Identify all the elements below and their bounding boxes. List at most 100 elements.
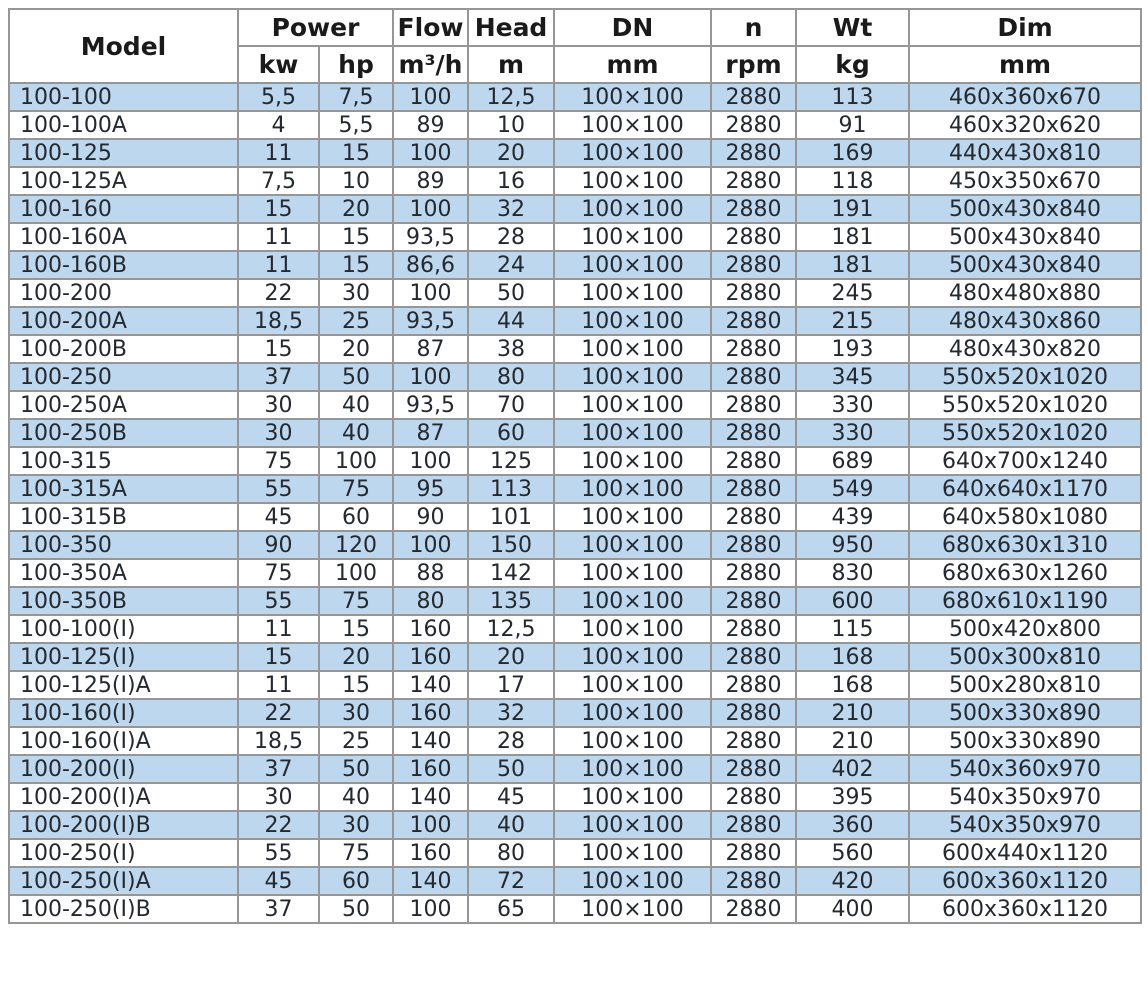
cell-model: 100-160A — [8, 222, 239, 252]
cell-dim: 500x430x840 — [908, 194, 1143, 224]
cell-hp: 5,5 — [317, 110, 395, 140]
cell-dim: 500x300x810 — [908, 642, 1143, 672]
cell-model: 100-100(I) — [8, 614, 239, 644]
cell-dim: 540x360x970 — [908, 754, 1143, 784]
cell-wt: 113 — [795, 82, 911, 112]
cell-dn: 100×100 — [553, 726, 713, 756]
cell-kw: 30 — [237, 782, 320, 812]
cell-dim: 550x520x1020 — [908, 362, 1143, 392]
cell-dim: 600x360x1120 — [908, 866, 1143, 896]
cell-head: 72 — [467, 866, 556, 896]
cell-flow: 89 — [392, 110, 470, 140]
cell-hp: 100 — [317, 446, 395, 476]
cell-dim: 500x420x800 — [908, 614, 1143, 644]
cell-flow: 160 — [392, 838, 470, 868]
cell-dim: 550x520x1020 — [908, 418, 1143, 448]
cell-dim: 640x580x1080 — [908, 502, 1143, 532]
cell-wt: 215 — [795, 306, 911, 336]
col-header-head: Head — [467, 8, 556, 47]
cell-dn: 100×100 — [553, 278, 713, 308]
cell-flow: 88 — [392, 558, 470, 588]
cell-flow: 100 — [392, 530, 470, 560]
cell-flow: 160 — [392, 614, 470, 644]
cell-dn: 100×100 — [553, 334, 713, 364]
cell-hp: 20 — [317, 642, 395, 672]
cell-dn: 100×100 — [553, 194, 713, 224]
cell-dn: 100×100 — [553, 250, 713, 280]
cell-wt: 400 — [795, 894, 911, 924]
cell-hp: 15 — [317, 670, 395, 700]
cell-kw: 30 — [237, 418, 320, 448]
table-row: 100-200(I) 37 50 160 50 100×100 2880 402 540x360… — [8, 754, 1143, 784]
table-row: 100-100A 4 5,5 89 10 100×100 2880 91 460x320x620 — [8, 110, 1143, 140]
cell-rpm: 2880 — [710, 446, 798, 476]
table-row: 100-350A 75 100 88 142 100×100 2880 830 680x630x… — [8, 558, 1143, 588]
cell-dn: 100×100 — [553, 446, 713, 476]
cell-model: 100-160(I) — [8, 698, 239, 728]
table-row: 100-315A 55 75 95 113 100×100 2880 549 640x640x1… — [8, 474, 1143, 504]
cell-wt: 549 — [795, 474, 911, 504]
cell-flow: 100 — [392, 810, 470, 840]
cell-model: 100-160(I)A — [8, 726, 239, 756]
cell-hp: 100 — [317, 558, 395, 588]
cell-wt: 181 — [795, 222, 911, 252]
table-row: 100-160(I)A 18,5 25 140 28 100×100 2880 210 500x… — [8, 726, 1143, 756]
table-body: 100-100 5,5 7,5 100 12,5 100×100 2880 113 460x36… — [8, 82, 1143, 924]
col-header-wt: Wt — [795, 8, 911, 47]
cell-wt: 330 — [795, 390, 911, 420]
cell-head: 65 — [467, 894, 556, 924]
cell-head: 28 — [467, 222, 556, 252]
cell-hp: 75 — [317, 586, 395, 616]
cell-flow: 89 — [392, 166, 470, 196]
cell-head: 40 — [467, 810, 556, 840]
cell-head: 38 — [467, 334, 556, 364]
cell-model: 100-125A — [8, 166, 239, 196]
cell-model: 100-350A — [8, 558, 239, 588]
cell-rpm: 2880 — [710, 222, 798, 252]
cell-hp: 40 — [317, 418, 395, 448]
cell-rpm: 2880 — [710, 642, 798, 672]
cell-flow: 100 — [392, 446, 470, 476]
cell-hp: 75 — [317, 838, 395, 868]
cell-kw: 11 — [237, 138, 320, 168]
cell-rpm: 2880 — [710, 110, 798, 140]
pump-spec-table: Model Power Flow Head DN n Wt Dim kw hp … — [8, 8, 1143, 924]
cell-model: 100-200A — [8, 306, 239, 336]
cell-model: 100-125(I) — [8, 642, 239, 672]
cell-kw: 30 — [237, 390, 320, 420]
cell-model: 100-200(I) — [8, 754, 239, 784]
table-row: 100-250(I)B 37 50 100 65 100×100 2880 400 600x36… — [8, 894, 1143, 924]
table-row: 100-250(I)A 45 60 140 72 100×100 2880 420 600x36… — [8, 866, 1143, 896]
cell-dn: 100×100 — [553, 558, 713, 588]
cell-model: 100-100 — [8, 82, 239, 112]
cell-wt: 169 — [795, 138, 911, 168]
cell-flow: 95 — [392, 474, 470, 504]
header-row-2: kw hp m³/h m mm rpm kg mm — [9, 45, 1143, 84]
cell-dim: 500x280x810 — [908, 670, 1143, 700]
cell-rpm: 2880 — [710, 754, 798, 784]
cell-dn: 100×100 — [553, 754, 713, 784]
table-row: 100-250(I) 55 75 160 80 100×100 2880 560 600x440… — [8, 838, 1143, 868]
cell-hp: 50 — [317, 754, 395, 784]
cell-wt: 115 — [795, 614, 911, 644]
cell-dn: 100×100 — [553, 838, 713, 868]
table-row: 100-350B 55 75 80 135 100×100 2880 600 680x610x1… — [8, 586, 1143, 616]
unit-header-hp: hp — [317, 45, 395, 84]
cell-flow: 100 — [392, 278, 470, 308]
cell-kw: 55 — [237, 474, 320, 504]
cell-model: 100-250A — [8, 390, 239, 420]
cell-wt: 360 — [795, 810, 911, 840]
cell-wt: 245 — [795, 278, 911, 308]
cell-hp: 60 — [317, 502, 395, 532]
cell-wt: 420 — [795, 866, 911, 896]
cell-hp: 20 — [317, 194, 395, 224]
cell-hp: 15 — [317, 250, 395, 280]
cell-model: 100-125(I)A — [8, 670, 239, 700]
unit-header-n: rpm — [710, 45, 798, 84]
cell-flow: 93,5 — [392, 306, 470, 336]
cell-rpm: 2880 — [710, 502, 798, 532]
cell-rpm: 2880 — [710, 530, 798, 560]
table-row: 100-200(I)B 22 30 100 40 100×100 2880 360 540x35… — [8, 810, 1143, 840]
cell-hp: 20 — [317, 334, 395, 364]
cell-dn: 100×100 — [553, 530, 713, 560]
